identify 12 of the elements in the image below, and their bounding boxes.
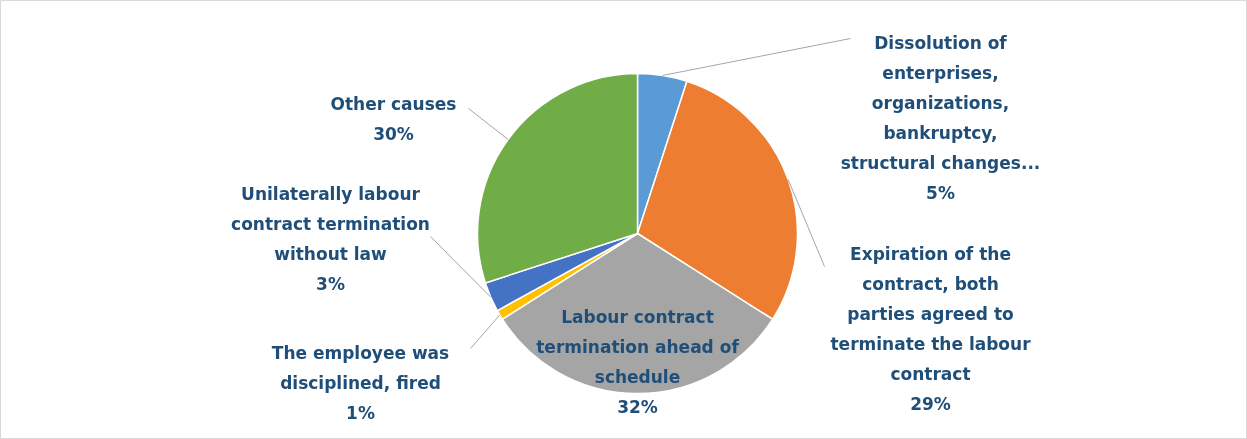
slice-label: Other causes [330,93,457,114]
slice-label: Unilaterally labour contract termination without law [231,183,430,264]
data-label: 32% [617,396,658,417]
data-label: 3% [316,273,345,294]
data-label: 1% [346,402,375,423]
slice-label: Dissolution of enterprises, organizations, bankruptcy, structural changes... [840,32,1041,173]
slice-label: The employee was disciplined, fired [271,342,450,393]
data-label: 29% [910,393,951,414]
data-label: 5% [926,182,955,203]
slice-label: Labour contract termination ahead of schedule [536,306,740,387]
slice-label: Expiration of the contract, both parties agreed to terminate the labour contract [830,243,1032,384]
data-label: 30% [373,123,414,144]
